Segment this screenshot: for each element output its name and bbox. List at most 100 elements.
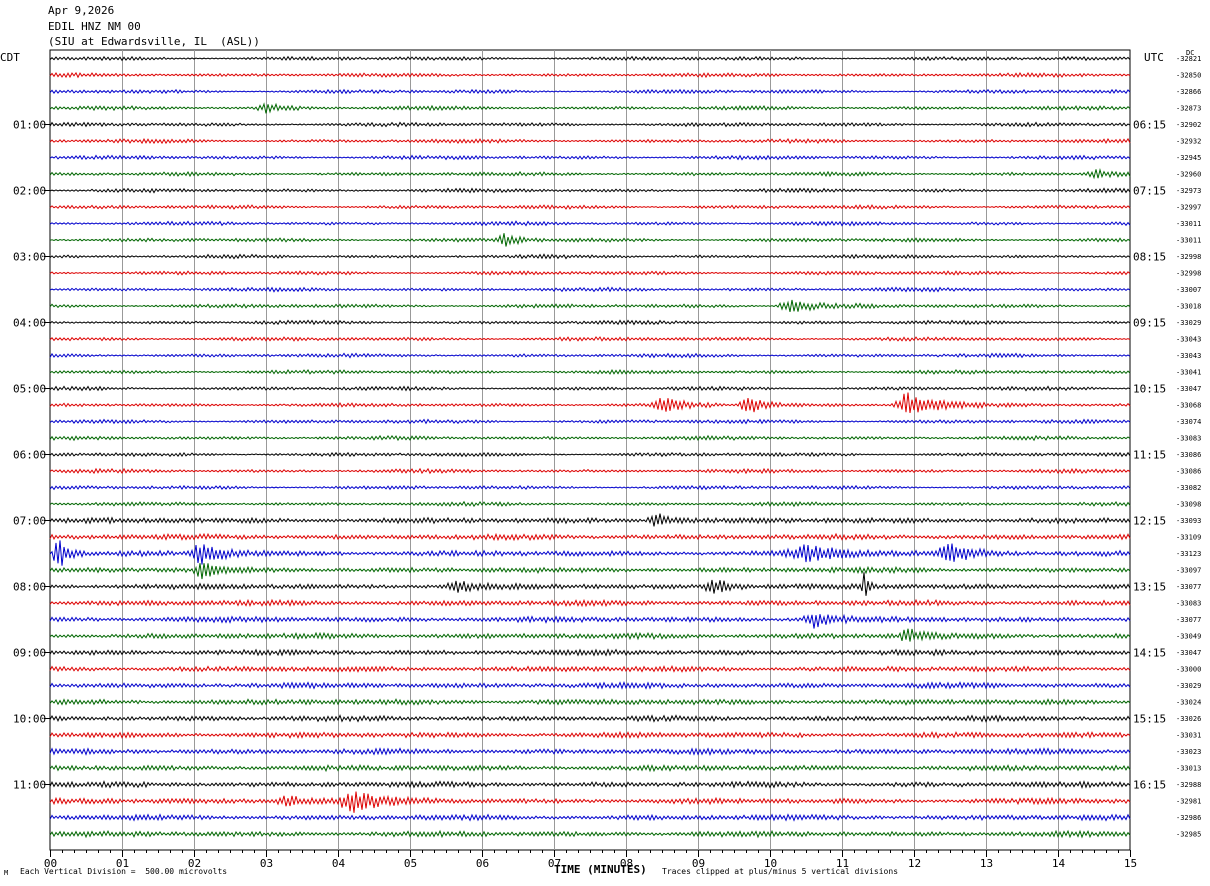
seismic-trace-row <box>49 319 1131 326</box>
dc-offset-label: -32988 <box>1176 781 1201 789</box>
dc-offset-label: -33029 <box>1176 682 1201 690</box>
utc-hour-label: 09:15 <box>1133 317 1166 330</box>
dc-offset-label: -33086 <box>1176 468 1201 476</box>
dc-offset-label: -33077 <box>1176 616 1201 624</box>
x-tick-label: 07 <box>548 857 561 870</box>
seismic-trace-row <box>49 55 1131 62</box>
utc-hour-label: 16:15 <box>1133 779 1166 792</box>
seismic-trace-row <box>49 540 1131 566</box>
station-name: (SIU at Edwardsville, IL (ASL)) <box>48 35 260 48</box>
seismic-trace-row <box>49 352 1131 359</box>
utc-hour-label: 13:15 <box>1133 581 1166 594</box>
dc-offset-label: -33047 <box>1176 649 1201 657</box>
cdt-hour-label: 07:00 <box>13 515 46 528</box>
x-tick-label: 04 <box>332 857 346 870</box>
dc-offset-label: -33031 <box>1176 732 1201 740</box>
seismic-trace-row <box>49 233 1131 247</box>
dc-offset-label: -33026 <box>1176 715 1201 723</box>
dc-offset-label: -32973 <box>1176 187 1201 195</box>
seismic-trace-row <box>49 628 1131 642</box>
seismic-trace-row <box>49 829 1131 839</box>
utc-hour-label: 14:15 <box>1133 647 1166 660</box>
dc-offset-label: -33097 <box>1176 567 1201 575</box>
seismic-trace-row <box>49 434 1131 442</box>
dc-offset-label: -33013 <box>1176 765 1201 773</box>
dc-offset-label: -33068 <box>1176 402 1201 410</box>
dc-offset-label: -32850 <box>1176 72 1201 80</box>
utc-hour-label: 11:15 <box>1133 449 1166 462</box>
seismic-trace-row <box>49 451 1131 458</box>
dc-offset-label: -33011 <box>1176 220 1201 228</box>
cdt-hour-label: 05:00 <box>13 383 46 396</box>
seismic-trace-row <box>49 572 1131 596</box>
plot-frame <box>49 49 1131 851</box>
seismic-trace-row <box>49 418 1131 425</box>
dc-offset-label: -33082 <box>1176 484 1201 492</box>
dc-offset-label: -32932 <box>1176 138 1201 146</box>
plot-date: Apr 9,2026 <box>48 4 115 17</box>
seismic-trace-row <box>49 648 1131 657</box>
x-tick-label: 15 <box>1124 857 1137 870</box>
seismic-trace-row <box>49 730 1131 739</box>
dc-offset-label: -32945 <box>1176 154 1201 162</box>
cdt-hour-label: 11:00 <box>13 779 46 792</box>
seismic-trace-row <box>49 286 1131 293</box>
seismic-trace-row <box>49 121 1131 128</box>
x-tick-label: 08 <box>620 857 633 870</box>
seismic-trace-row <box>49 513 1131 527</box>
dc-offset-label: -32821 <box>1176 55 1201 63</box>
dc-offset-label: -33000 <box>1176 666 1201 674</box>
dc-offset-label: -33011 <box>1176 237 1201 245</box>
seismic-trace-row <box>49 270 1131 276</box>
x-tick-label: 10 <box>764 857 777 870</box>
seismic-trace-row <box>49 698 1131 706</box>
seismic-trace-row <box>49 613 1131 629</box>
cdt-hour-label: 02:00 <box>13 185 46 198</box>
seismic-trace-row <box>49 220 1131 227</box>
cdt-hour-label: 03:00 <box>13 251 46 264</box>
seismic-trace-row <box>49 204 1131 210</box>
dc-offset-label: -33083 <box>1176 600 1201 608</box>
dc-offset-label: -33083 <box>1176 435 1201 443</box>
dc-offset-label: -33074 <box>1176 418 1201 426</box>
seismic-trace-row <box>49 681 1131 690</box>
dc-offset-label: -33047 <box>1176 385 1201 393</box>
vertical-scale-note: Each Vertical Division = 500.00 microvol… <box>20 867 228 876</box>
dc-offset-label: -33049 <box>1176 633 1201 641</box>
channel-code: EDIL HNZ NM 00 <box>48 20 141 33</box>
dc-offset-label: -32902 <box>1176 121 1201 129</box>
utc-hour-label: 12:15 <box>1133 515 1166 528</box>
cdt-hour-label: 09:00 <box>13 647 46 660</box>
dc-offset-label: -33043 <box>1176 336 1201 344</box>
dc-offset-label: -32986 <box>1176 814 1201 822</box>
x-tick-label: 02 <box>188 857 201 870</box>
dc-offset-label: -32985 <box>1176 831 1201 839</box>
x-tick-label: 00 <box>44 857 57 870</box>
trace-group <box>49 55 1131 839</box>
x-tick-label: 13 <box>980 857 993 870</box>
seismic-trace-row <box>49 299 1131 313</box>
seismic-trace-row <box>49 167 1131 180</box>
cdt-hour-label: 08:00 <box>13 581 46 594</box>
seismic-trace-row <box>49 88 1131 95</box>
seismic-trace-row <box>49 467 1131 475</box>
dc-offset-label: -32960 <box>1176 171 1201 179</box>
x-tick-label: 11 <box>836 857 849 870</box>
x-tick-label: 09 <box>692 857 705 870</box>
dc-offset-label: -33077 <box>1176 583 1201 591</box>
cdt-hour-label: 10:00 <box>13 713 46 726</box>
cdt-hour-label: 01:00 <box>13 119 46 132</box>
dc-offset-label: -32873 <box>1176 105 1201 113</box>
utc-hour-label: 15:15 <box>1133 713 1166 726</box>
utc-hour-label: 08:15 <box>1133 251 1166 264</box>
seismic-trace-row <box>49 665 1131 673</box>
seismic-trace-row <box>49 102 1131 114</box>
seismic-trace-row <box>49 500 1131 508</box>
seismic-trace-row <box>49 598 1131 608</box>
dc-offset-label: -33093 <box>1176 517 1201 525</box>
dc-offset-label: -32997 <box>1176 204 1201 212</box>
seismic-trace-row <box>49 71 1131 79</box>
x-tick-label: 14 <box>1052 857 1066 870</box>
dc-offset-label: -33098 <box>1176 501 1201 509</box>
